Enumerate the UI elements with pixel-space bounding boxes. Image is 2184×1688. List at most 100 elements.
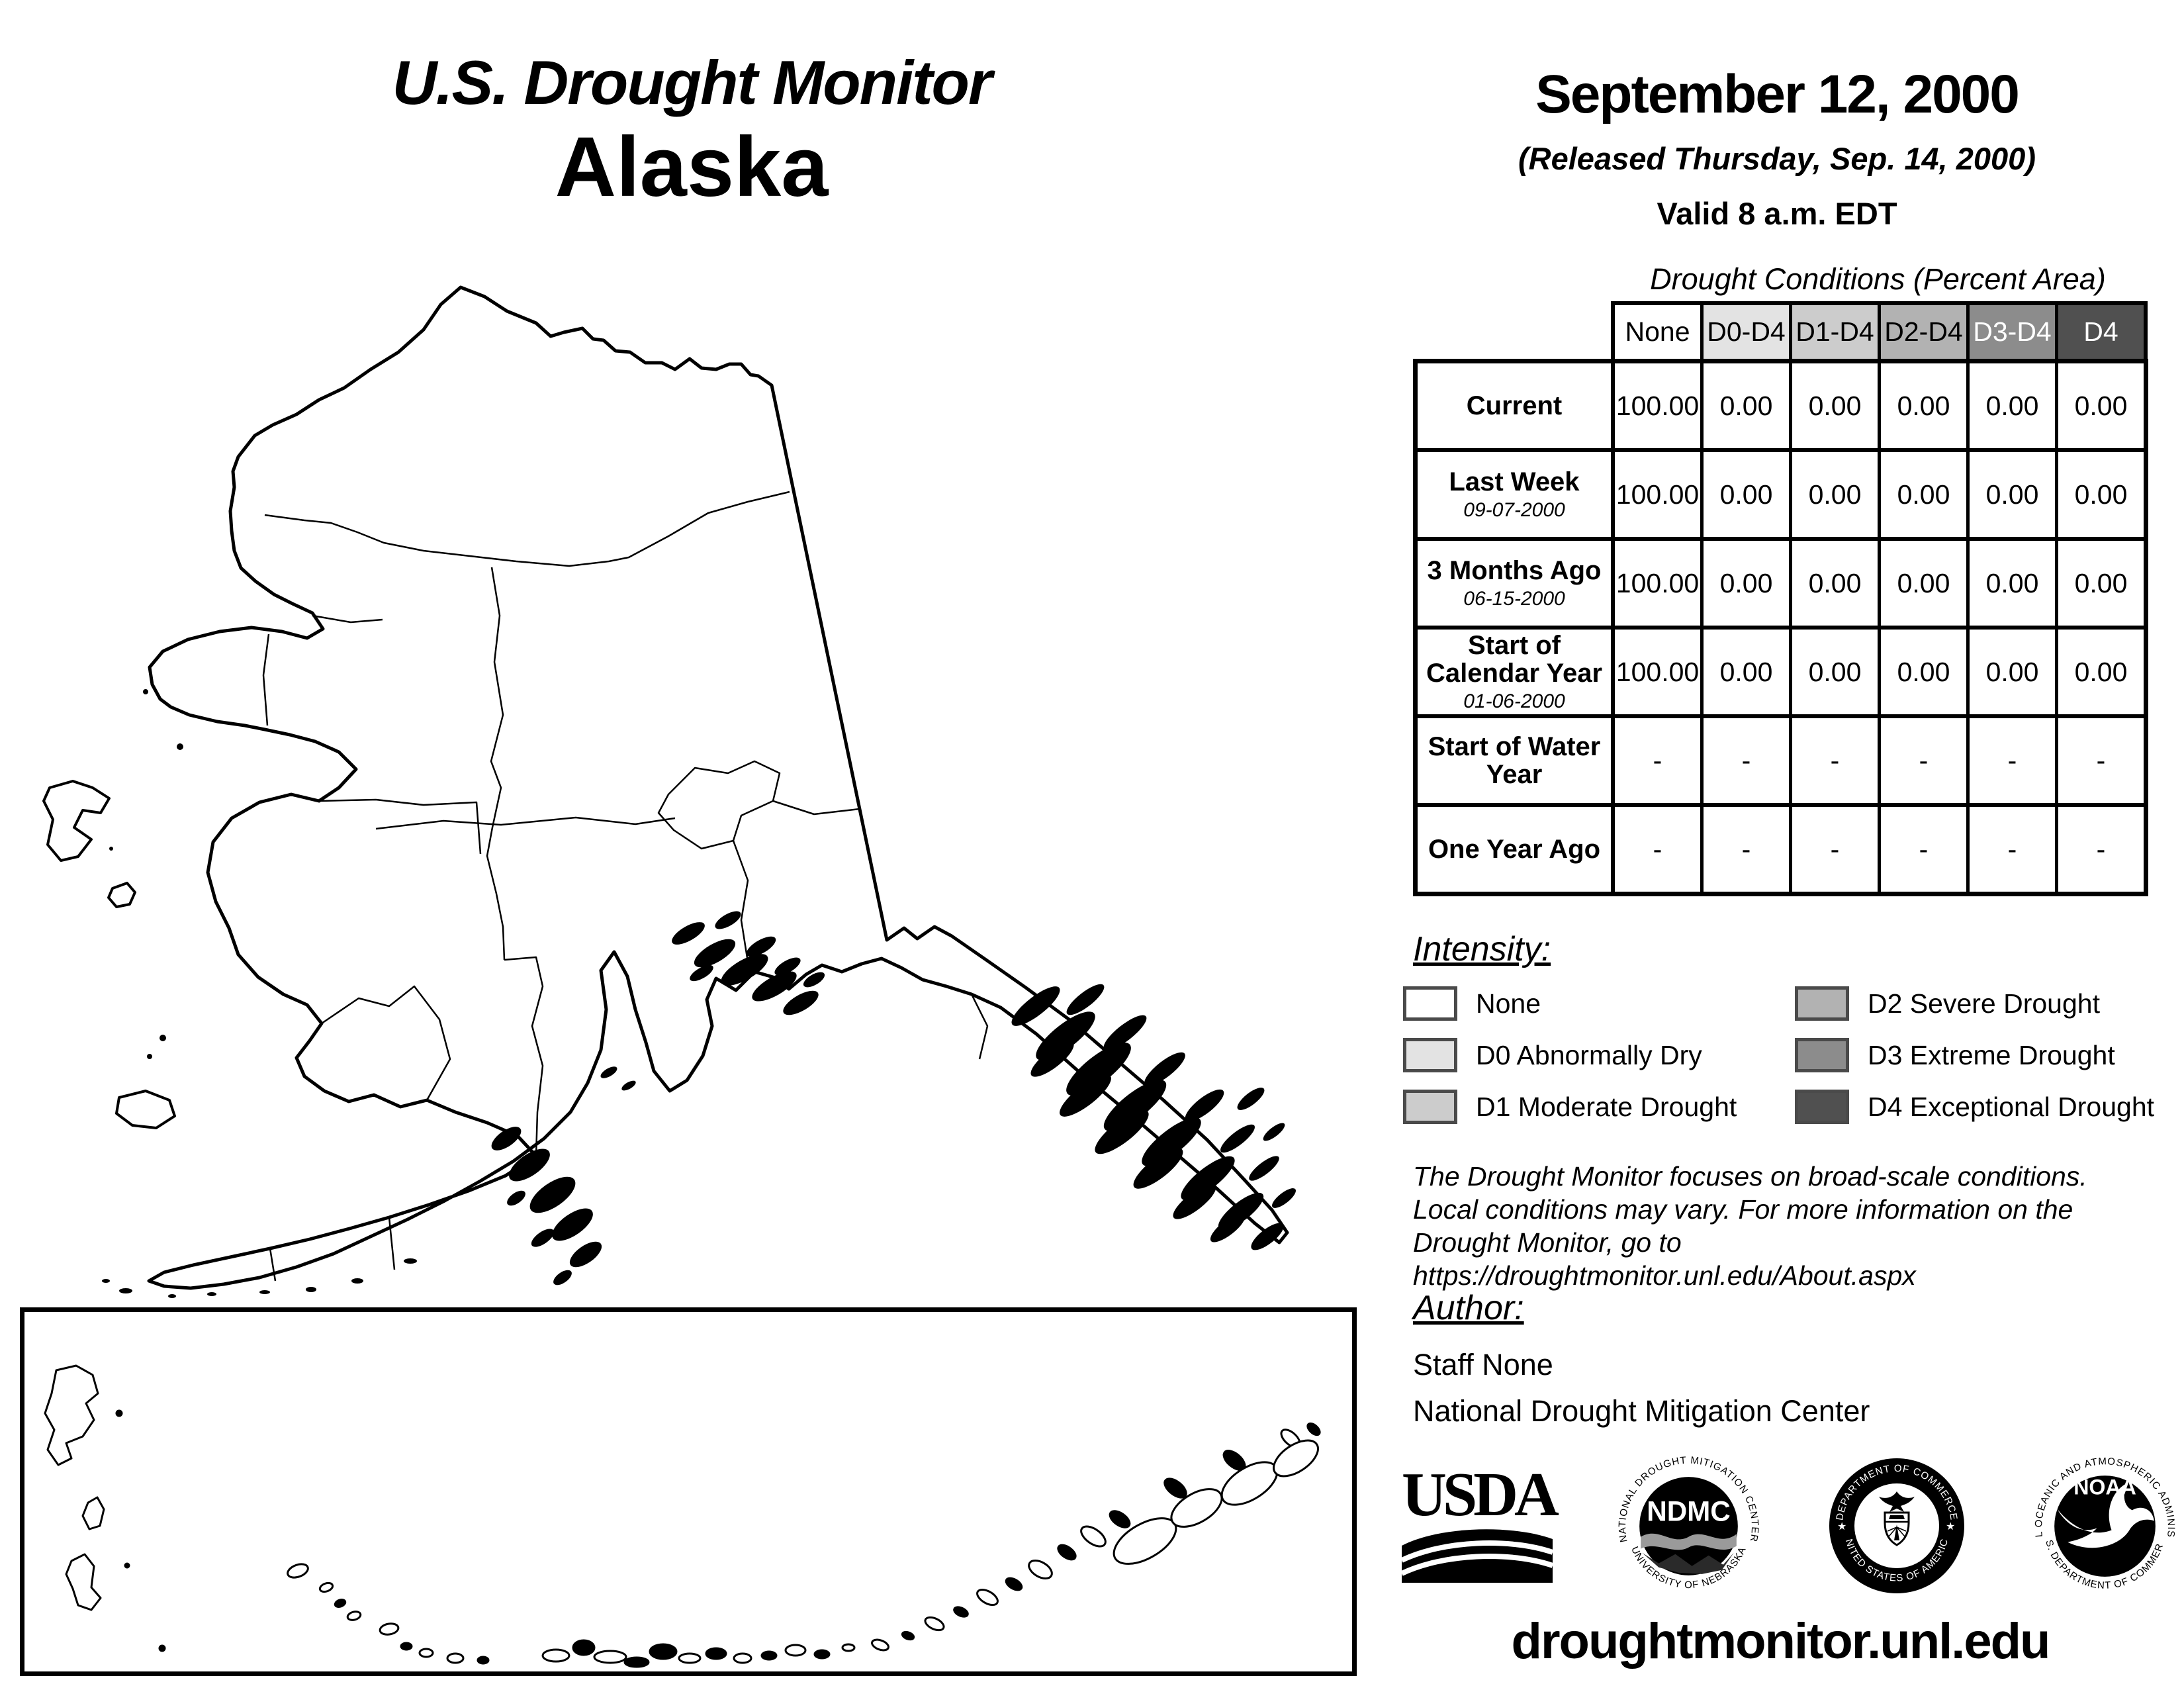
- map-date: September 12, 2000: [1535, 64, 2020, 124]
- agency-logos: USDA NATIONAL DROUGHT MITIGATION CENTER …: [1402, 1454, 2176, 1598]
- cell-value: 0.00: [2055, 452, 2144, 537]
- release-date: (Released Thursday, Sep. 14, 2000): [1518, 141, 2036, 176]
- cell-value: 0.00: [1789, 630, 1878, 714]
- cell-value: 0.00: [1789, 363, 1878, 448]
- row-label-text: One Year Ago: [1428, 835, 1601, 864]
- aleutian-islands-inset: [20, 1307, 1357, 1676]
- noaa-seal-icon: NATIONAL OCEANIC AND ATMOSPHERIC ADMINIS…: [2034, 1456, 2176, 1591]
- aleutian-islands: [44, 1364, 1321, 1668]
- doc-eagle: [1879, 1491, 1915, 1512]
- col-header-d1d4: D1-D4: [1789, 305, 1878, 359]
- cell-value: 0.00: [1878, 541, 1966, 626]
- table-row-last-week: Last Week 09-07-2000 100.00 0.00 0.00 0.…: [1418, 448, 2144, 537]
- cell-value: 0.00: [1700, 363, 1789, 448]
- cell-value: -: [1653, 834, 1662, 865]
- row-label-text: Start of Water Year: [1428, 732, 1601, 789]
- department-of-commerce-seal-icon: DEPARTMENT OF COMMERCE UNITED STATES OF …: [1829, 1458, 1964, 1593]
- col-header-d3d4: D3-D4: [1966, 305, 2055, 359]
- drought-conditions-table: Current 100.00 0.00 0.00 0.00 0.00 0.00 …: [1413, 359, 2148, 896]
- row-label-text: Last Week: [1449, 467, 1580, 496]
- cell-value: -: [1700, 718, 1789, 803]
- legend-item-d4: D4 Exceptional Drought: [1795, 1090, 2154, 1124]
- row-label-text: Start of Calendar Year: [1426, 630, 1603, 688]
- legend-label: D3 Extreme Drought: [1868, 1039, 2115, 1070]
- alaska-peninsula-islets: [102, 1258, 417, 1298]
- author-block: Author: Staff None National Drought Miti…: [1413, 1288, 1870, 1429]
- table-row-current: Current 100.00 0.00 0.00 0.00 0.00 0.00: [1418, 363, 2144, 448]
- table-row-one-year-ago: One Year Ago - - - - - -: [1418, 803, 2144, 892]
- legend-label: D2 Severe Drought: [1868, 988, 2100, 1019]
- disclaimer-line: Local conditions may vary. For more info…: [1413, 1194, 2073, 1225]
- website-url[interactable]: droughtmonitor.unl.edu: [1511, 1613, 2051, 1669]
- cell-value: 0.00: [1700, 541, 1789, 626]
- intensity-legend-title: Intensity:: [1413, 930, 1551, 968]
- row-label: Current: [1418, 363, 1615, 448]
- legend-label: D0 Abnormally Dry: [1476, 1039, 1702, 1070]
- southeast-archipelago-islands: [1011, 984, 1297, 1250]
- row-date-text: 01-06-2000: [1463, 690, 1565, 712]
- cell-value: 0.00: [1878, 452, 1966, 537]
- cell-value: 0.00: [1878, 363, 1966, 448]
- prince-william-sound-islands: [600, 911, 825, 1091]
- table-row-start-calendar-year: Start of Calendar Year 01-06-2000 100.00…: [1418, 626, 2144, 714]
- legend-item-none: None: [1403, 986, 1795, 1021]
- cell-value: 0.00: [2055, 363, 2144, 448]
- row-label: Start of Water Year: [1418, 718, 1615, 803]
- cell-value: 100.00: [1615, 657, 1700, 687]
- row-date-text: 09-07-2000: [1463, 498, 1565, 521]
- author-heading: Author:: [1413, 1289, 1524, 1327]
- legend-label: D1 Moderate Drought: [1476, 1091, 1737, 1122]
- intensity-legend: None D0 Abnormally Dry D1 Moderate Droug…: [1403, 986, 2154, 1141]
- inset-border: [20, 1307, 1357, 1676]
- st-matthew-island: [107, 882, 136, 908]
- cell-value: 0.00: [1966, 363, 2055, 448]
- legend-swatch-d4: [1795, 1090, 1849, 1124]
- col-header-d2d4: D2-D4: [1878, 305, 1966, 359]
- doc-right-star: ★: [1946, 1521, 1955, 1532]
- noaa-gull-icon: [2057, 1483, 2154, 1548]
- alaska-drought-map: [42, 285, 1297, 1298]
- legend-item-d0: D0 Abnormally Dry: [1403, 1038, 1795, 1072]
- cell-value: 100.00: [1615, 479, 1700, 510]
- cell-value: 100.00: [1615, 391, 1700, 421]
- table-row-start-water-year: Start of Water Year - - - - - -: [1418, 714, 2144, 803]
- cell-value: 0.00: [1789, 452, 1878, 537]
- row-label: 3 Months Ago 06-15-2000: [1418, 541, 1615, 626]
- cell-value: 0.00: [1966, 630, 2055, 714]
- cell-value: -: [1966, 807, 2055, 892]
- disclaimer-line: Drought Monitor, go to https://droughtmo…: [1413, 1227, 1916, 1291]
- ndmc-wordmark: NDMC: [1647, 1495, 1731, 1526]
- usda-field-icon: [1402, 1529, 1553, 1583]
- cell-value: 0.00: [1700, 630, 1789, 714]
- usda-logo: USDA: [1402, 1460, 1559, 1583]
- borough-boundaries: [262, 491, 989, 1282]
- legend-label: None: [1476, 988, 1541, 1019]
- legend-column-left: None D0 Abnormally Dry D1 Moderate Droug…: [1403, 986, 1795, 1141]
- row-date-text: 06-15-2000: [1463, 587, 1565, 610]
- disclaimer-text: The Drought Monitor focuses on broad-sca…: [1413, 1160, 2181, 1292]
- small-islet-dots: [109, 689, 183, 1059]
- legend-label: D4 Exceptional Drought: [1868, 1091, 2155, 1122]
- table-row-3-months-ago: 3 Months Ago 06-15-2000 100.00 0.00 0.00…: [1418, 537, 2144, 626]
- row-label: Last Week 09-07-2000: [1418, 452, 1615, 537]
- legend-swatch-d0: [1403, 1038, 1457, 1072]
- table-title: Drought Conditions (Percent Area): [1650, 262, 2106, 296]
- cell-value: -: [1878, 718, 1966, 803]
- legend-swatch-none: [1403, 986, 1457, 1021]
- cell-value: 0.00: [1878, 630, 1966, 714]
- col-header-d4: D4: [2055, 305, 2144, 359]
- cell-value: 100.00: [1615, 568, 1700, 598]
- usda-wordmark: USDA: [1402, 1460, 1559, 1530]
- cell-value: -: [1789, 807, 1878, 892]
- cell-value: 0.00: [1789, 541, 1878, 626]
- legend-item-d3: D3 Extreme Drought: [1795, 1038, 2154, 1072]
- cell-value: -: [2055, 807, 2144, 892]
- cell-value: -: [1878, 807, 1966, 892]
- cell-value: -: [1966, 718, 2055, 803]
- row-label: Start of Calendar Year 01-06-2000: [1418, 630, 1615, 714]
- ndmc-seal-icon: NATIONAL DROUGHT MITIGATION CENTER NDMC …: [1617, 1455, 1760, 1591]
- table-column-headers: None D0-D4 D1-D4 D2-D4 D3-D4 D4: [1611, 301, 2148, 363]
- doc-left-star: ★: [1837, 1521, 1846, 1532]
- date-header: September 12, 2000 (Released Thursday, S…: [1383, 64, 2171, 232]
